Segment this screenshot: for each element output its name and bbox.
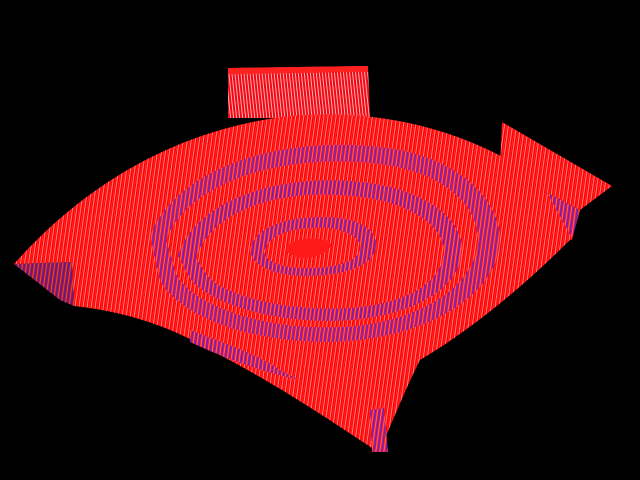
front-skirt <box>190 330 388 452</box>
left-edge <box>14 262 74 306</box>
back-raised-block <box>228 66 370 118</box>
inner-ring <box>250 217 377 276</box>
